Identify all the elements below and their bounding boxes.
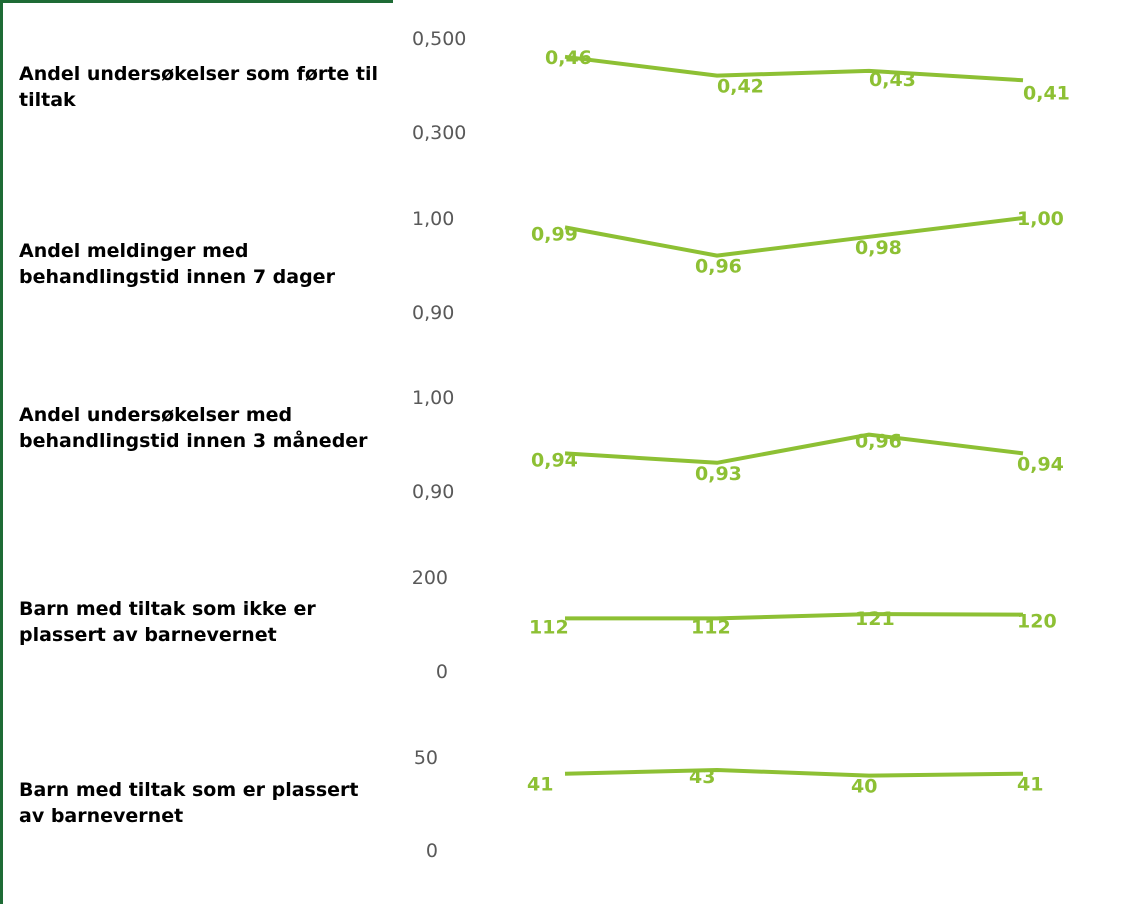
data-label: 43	[689, 766, 715, 788]
y-tick-label: 0	[436, 661, 448, 683]
chart-3: 1,00 0,90 0,94 0,93 0,96 0,94	[412, 387, 1064, 503]
data-label: 121	[855, 608, 895, 630]
data-label: 0,42	[717, 76, 764, 98]
series-line	[564, 768, 1024, 778]
data-label: 120	[1017, 611, 1057, 633]
chart-5: 50 0 41 43 40 41	[414, 747, 1044, 862]
data-label: 112	[691, 616, 731, 638]
data-label: 0,98	[855, 237, 902, 259]
data-label: 0,96	[695, 256, 742, 278]
series-line	[564, 216, 1024, 258]
data-label: 0,41	[1023, 82, 1070, 104]
data-label: 1,00	[1017, 208, 1064, 230]
row-label-3: Andel undersøkelser med behandlingstid i…	[19, 404, 368, 452]
data-label: 40	[851, 776, 877, 798]
data-label: 0,96	[855, 431, 902, 453]
data-label: 0,99	[531, 223, 578, 245]
frame-left-border	[0, 0, 3, 904]
data-label: 0,94	[1017, 453, 1064, 475]
frame-top-border	[0, 0, 393, 3]
chart-2: 1,00 0,90 0,99 0,96 0,98 1,00	[412, 208, 1064, 324]
y-tick-label: 200	[412, 567, 448, 589]
y-tick-label: 1,00	[412, 208, 454, 230]
y-tick-label: 1,00	[412, 387, 454, 409]
data-label: 0,93	[695, 463, 742, 485]
y-tick-label: 50	[414, 747, 438, 769]
series-line	[564, 432, 1024, 465]
y-tick-label: 0,90	[412, 302, 454, 324]
row-label-1: Andel undersøkelser som førte til tiltak	[19, 63, 378, 111]
chart-4: 200 0 112 112 121 120	[412, 567, 1057, 683]
data-label: 41	[527, 774, 553, 796]
y-tick-label: 0,300	[412, 122, 466, 144]
series-line	[564, 54, 1024, 83]
y-tick-label: 0,90	[412, 481, 454, 503]
y-tick-label: 0,500	[412, 28, 466, 50]
row-label-2: Andel meldinger med behandlingstid innen…	[19, 240, 335, 288]
data-label: 41	[1017, 774, 1043, 796]
data-label: 0,94	[531, 449, 578, 471]
row-label-5: Barn med tiltak som er plassert av barne…	[19, 779, 359, 827]
row-label-4: Barn med tiltak som ikke er plassert av …	[19, 598, 316, 646]
y-tick-label: 0	[426, 840, 438, 862]
series-line	[565, 612, 1024, 621]
data-label: 112	[529, 616, 569, 638]
chart-1: 0,500 0,300 0,46 0,42 0,43 0,41	[412, 28, 1070, 144]
data-label: 0,46	[545, 47, 592, 69]
data-label: 0,43	[869, 69, 916, 91]
